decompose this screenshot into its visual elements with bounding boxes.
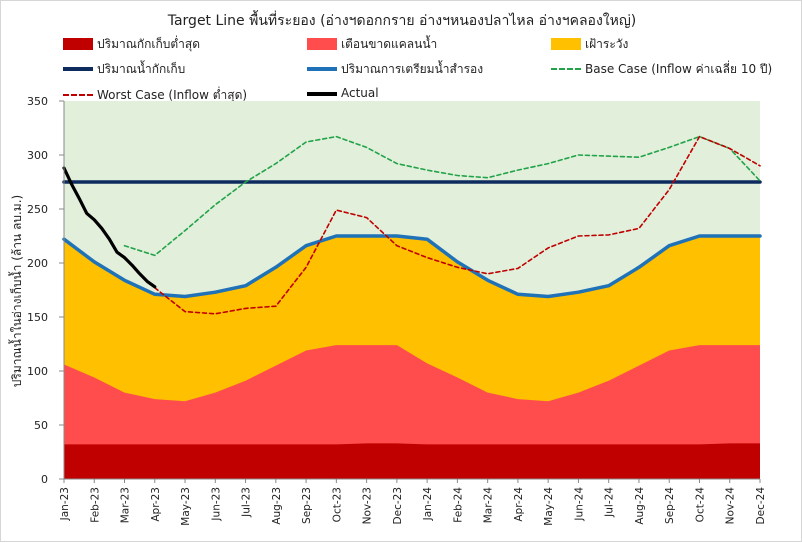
x-tick-label-19: Aug-24 bbox=[634, 487, 646, 525]
x-tick-label-6: Jul-23 bbox=[241, 487, 253, 518]
series-line-2 bbox=[123, 135, 761, 257]
legend-label-base-case: Base Case (Inflow ค่าเฉลี่ย 10 ปี) bbox=[585, 62, 773, 76]
x-tick-label-3: Apr-23 bbox=[150, 487, 162, 522]
legend-swatch-actual bbox=[307, 92, 337, 96]
x-tick-label-11: Dec-23 bbox=[392, 487, 404, 524]
x-tick-label-1: Feb-23 bbox=[89, 487, 101, 523]
x-tick-label-12: Jan-24 bbox=[422, 487, 434, 522]
legend-label-storage-capacity: ปริมาณน้ำกักเก็บ bbox=[97, 62, 186, 76]
x-tick-label-17: Jun-24 bbox=[573, 487, 585, 522]
legend-swatch-shortage-warning bbox=[307, 38, 337, 50]
legend-label-reserve-preparation: ปริมาณการเตรียมน้ำสำรอง bbox=[341, 62, 484, 76]
y-tick-label-5: 250 bbox=[27, 203, 48, 216]
y-tick-label-2: 100 bbox=[27, 365, 48, 378]
y-axis-title: ปริมาณน้ำในอ่างเก็บน้ำ (ล้าน ลบ.ม.) bbox=[8, 195, 24, 387]
legend-swatch-reserve-preparation bbox=[307, 67, 337, 71]
legend-swatch-base-case bbox=[551, 68, 581, 70]
y-tick-label-4: 200 bbox=[27, 257, 48, 270]
x-tick-label-5: Jun-23 bbox=[210, 487, 222, 522]
x-tick-label-18: Jul-24 bbox=[604, 487, 616, 518]
x-tick-label-2: Mar-23 bbox=[120, 487, 132, 523]
y-tick-label-1: 50 bbox=[34, 419, 48, 432]
legend-swatch-min-storage bbox=[63, 38, 93, 50]
y-tick-label-7: 350 bbox=[27, 95, 48, 108]
x-tick-label-22: Nov-24 bbox=[725, 487, 737, 525]
series-line-4 bbox=[62, 166, 157, 289]
series-line-1 bbox=[62, 234, 762, 299]
x-tick-label-23: Dec-24 bbox=[755, 487, 767, 525]
x-tick-label-7: Aug-23 bbox=[271, 487, 283, 525]
x-tick-label-16: May-24 bbox=[543, 487, 555, 526]
series-line-3 bbox=[154, 135, 761, 315]
x-tick-label-4: May-23 bbox=[180, 487, 192, 526]
legend-swatch-worst-case bbox=[63, 94, 93, 96]
area-0 bbox=[64, 443, 760, 479]
x-tick-label-8: Sep-23 bbox=[301, 487, 313, 524]
legend-label-shortage-warning: เตือนขาดแคลนน้ำ bbox=[341, 37, 438, 51]
x-tick-label-14: Mar-24 bbox=[483, 487, 495, 524]
legend-label-watch: เฝ้าระวัง bbox=[585, 37, 629, 51]
x-tick-label-9: Oct-23 bbox=[331, 487, 343, 522]
x-tick-label-13: Feb-24 bbox=[452, 487, 464, 523]
y-tick-label-6: 300 bbox=[27, 149, 48, 162]
legend-label-min-storage: ปริมาณกักเก็บต่ำสุด bbox=[97, 37, 201, 51]
chart-title: Target Line พื้นที่ระยอง (อ่างฯดอกกราย อ… bbox=[167, 13, 637, 29]
x-tick-label-10: Nov-23 bbox=[362, 487, 374, 524]
x-tick-label-0: Jan-23 bbox=[59, 487, 71, 521]
x-tick-label-21: Oct-24 bbox=[695, 487, 707, 523]
legend-label-actual: Actual bbox=[341, 86, 379, 100]
legend-swatch-watch bbox=[551, 38, 581, 50]
y-tick-label-3: 150 bbox=[27, 311, 48, 324]
legend-swatch-storage-capacity bbox=[63, 67, 93, 71]
legend-label-worst-case: Worst Case (Inflow ต่ำสุด) bbox=[97, 88, 248, 102]
x-tick-label-15: Apr-24 bbox=[513, 487, 525, 522]
y-tick-label-0: 0 bbox=[41, 473, 48, 486]
x-tick-label-20: Sep-24 bbox=[664, 487, 676, 524]
